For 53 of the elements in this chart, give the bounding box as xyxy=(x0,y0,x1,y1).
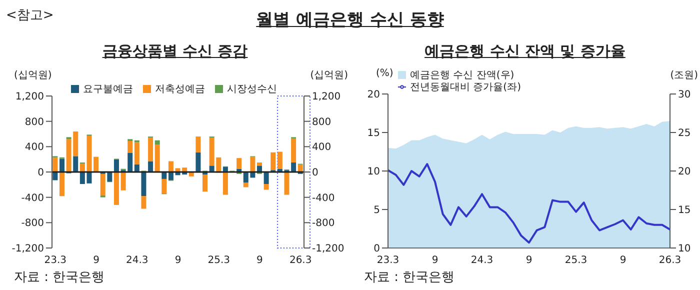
y2-axis-title: (조원) xyxy=(670,69,698,82)
y-tick-label: 15 xyxy=(367,128,380,140)
x-tick-label: 26.3 xyxy=(289,255,312,266)
y-tick-label: 0 xyxy=(374,244,380,255)
y2-tick-label: 10 xyxy=(678,244,691,255)
x-tick-label: 26.3 xyxy=(658,255,682,266)
x-tick-label: 9 xyxy=(526,255,532,266)
y2-tick-label: 0 xyxy=(312,168,318,179)
x-tick-label: 9 xyxy=(93,255,100,266)
y2-tick-label: 400 xyxy=(312,142,332,154)
y-tick-label: -800 xyxy=(21,218,44,230)
y-tick-label: 10 xyxy=(367,166,380,178)
y-axis-title: (십억원) xyxy=(14,69,52,82)
y2-tick-label: -800 xyxy=(312,218,335,230)
y2-tick-label: 20 xyxy=(678,166,691,178)
x-tick-label: 9 xyxy=(432,255,438,266)
y2-tick-label: 1,200 xyxy=(312,92,341,103)
y2-tick-label: 800 xyxy=(312,116,332,128)
text: 월별 예금은행 수신 동향 xyxy=(256,10,444,30)
x-tick-label: 24.3 xyxy=(126,255,148,266)
y-tick-label: -1,200 xyxy=(12,244,44,255)
legend-label: 시장성수신 xyxy=(227,84,277,95)
y-tick-label: -400 xyxy=(21,192,44,204)
x-tick-label: 25.3 xyxy=(564,255,588,266)
x-tick-label: 23.3 xyxy=(44,255,67,266)
chart-title: 금융상품별 수신 증감 xyxy=(101,42,249,61)
y2-tick-label: 15 xyxy=(678,205,691,216)
x-tick-label: 25.3 xyxy=(208,255,230,266)
text: 자료 : 한국은행 xyxy=(14,269,105,286)
legend-label: 요구불예금 xyxy=(83,84,133,95)
text: 자료 : 한국은행 xyxy=(364,269,455,286)
y2-tick-label: -400 xyxy=(312,192,335,204)
x-tick-label: 24.3 xyxy=(470,255,494,266)
x-tick-label: 23.3 xyxy=(376,255,400,266)
legend-label: 전년동월대비 증가율(좌) xyxy=(410,82,521,93)
legend-label: 저축성예금 xyxy=(155,84,205,95)
y-tick-label: 20 xyxy=(367,90,380,101)
y2-tick-label: -1,200 xyxy=(312,244,344,255)
legend-label: 예금은행 수신 잔액(우) xyxy=(410,70,514,81)
y-tick-label: 0 xyxy=(38,168,44,179)
y-tick-label: 5 xyxy=(374,205,380,216)
chart-title: 예금은행 수신 잔액 및 증가율 xyxy=(424,42,626,61)
y-tick-label: 400 xyxy=(24,142,44,154)
x-tick-label: 9 xyxy=(620,255,626,266)
y2-axis-title: (십억원) xyxy=(310,69,348,82)
y-tick-label: 1,200 xyxy=(15,92,44,103)
x-tick-label: 9 xyxy=(174,255,182,266)
y2-tick-label: 30 xyxy=(678,90,691,101)
y-axis-title: (%) xyxy=(376,68,394,79)
x-tick-label: 9 xyxy=(256,255,263,266)
y2-tick-label: 25 xyxy=(678,128,691,140)
text: <참고> xyxy=(6,7,54,24)
y-tick-label: 800 xyxy=(24,116,44,128)
